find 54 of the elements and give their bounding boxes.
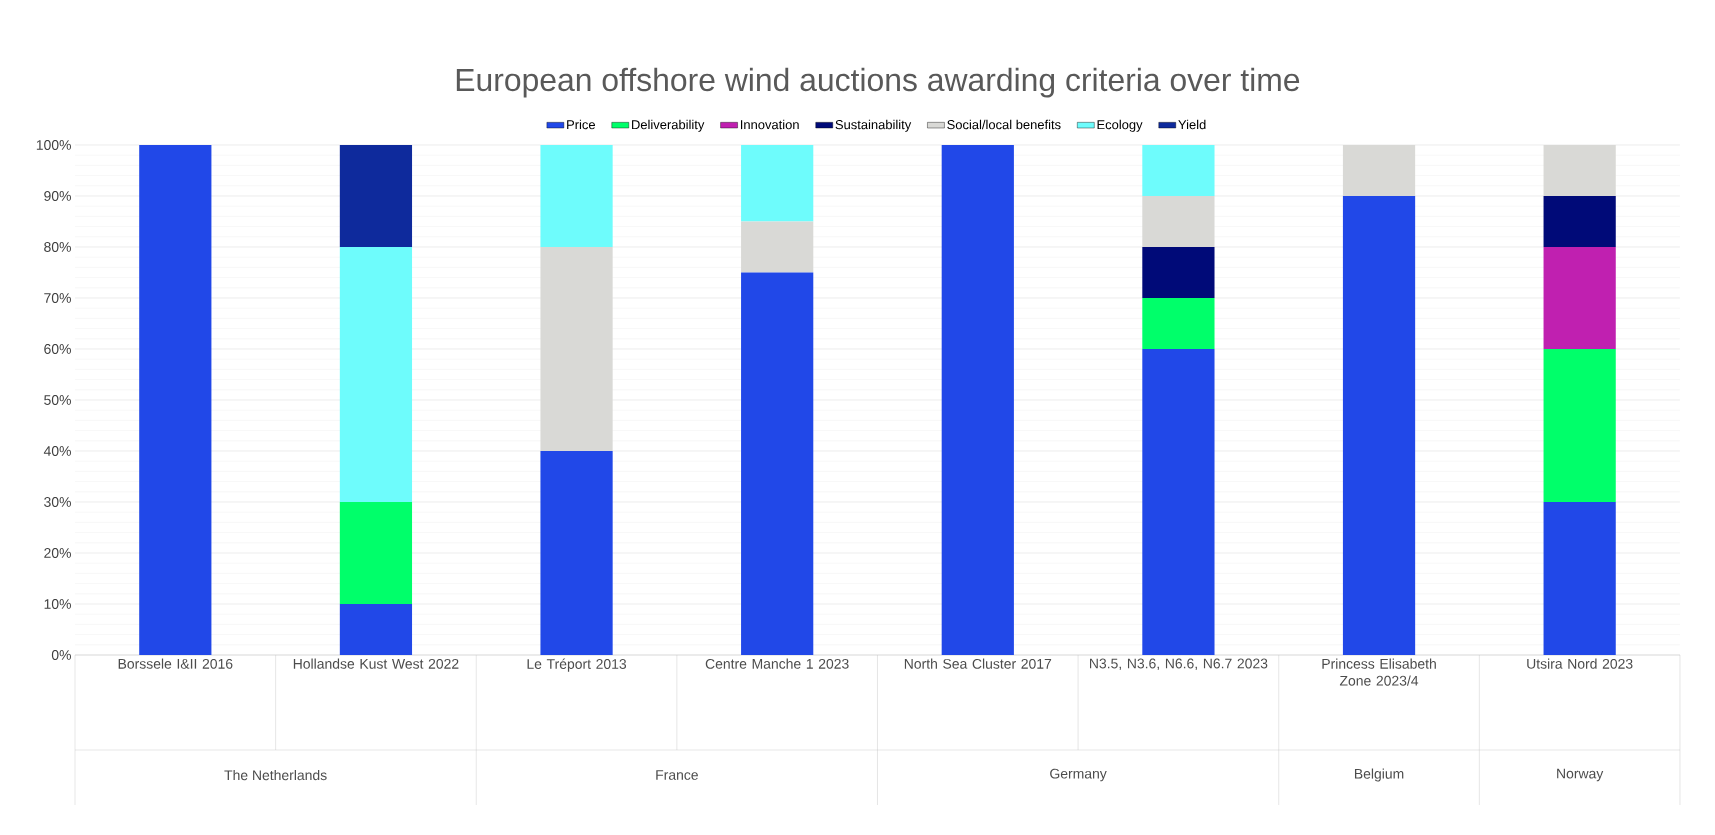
x-tick-label: Borssele I&II 2016 [118,658,233,669]
y-tick-label: 70% [44,293,71,303]
bar [1342,195,1416,655]
bar [741,221,814,273]
bar [1543,247,1616,349]
bar [741,144,814,222]
bar [1142,298,1215,349]
x-tick-label: Princess Elisabeth Zone 2023/4 [1322,658,1436,686]
bar [941,144,1014,655]
bar [1142,195,1215,247]
text: Norway [1557,768,1604,782]
legend-label: Sustainability [835,119,912,132]
bar [339,502,413,604]
bar [1543,502,1616,655]
y-tick-label: 100% [36,140,71,150]
legend-label: Innovation [740,119,799,130]
legend-label: Price [567,119,595,130]
bar [540,451,613,655]
bar [1543,195,1616,247]
x-tick-label: Centre Manche 1 2023 [705,658,849,669]
x-tick-label: N3.5, N3.6, N6.6, N6.7 2023 [1090,658,1268,671]
bar [540,247,613,451]
bar [741,272,814,655]
bar [339,604,413,655]
x-tick-label: Hollandse Kust West 2022 [293,658,459,669]
legend-label: Social/local benefits [947,119,1061,130]
bar [540,144,613,247]
bar [1142,247,1215,298]
y-tick-label: 80% [44,242,71,252]
x-tick-label: North Sea Cluster 2017 [904,658,1052,669]
y-tick-label: 30% [44,497,71,507]
legend-label: Deliverability [632,119,705,132]
x-tick-label: Le Tréport 2013 [527,658,627,672]
y-tick-label: 10% [44,599,71,609]
y-tick-label: 0% [51,650,71,660]
text: The Netherlands [224,769,327,781]
y-tick-label: 50% [44,395,71,405]
y-tick-label: 90% [44,191,71,201]
legend-label: Ecology [1097,119,1143,132]
text: Germany [1050,768,1107,782]
text: France [656,770,698,780]
bar [139,144,212,655]
bar [339,144,413,247]
bar [1142,349,1215,655]
chart-title: European offshore wind auctions awarding criteria over time [456,67,1300,98]
text: Belgium [1354,768,1404,782]
legend-label: Yield [1178,119,1206,130]
bar [1142,144,1215,196]
y-tick-label: 20% [44,548,71,558]
y-tick-label: 40% [43,446,71,456]
bar [1543,349,1616,502]
x-tick-label: Utsira Nord 2023 [1527,658,1633,669]
y-tick-label: 60% [44,344,71,354]
bar [339,247,413,502]
